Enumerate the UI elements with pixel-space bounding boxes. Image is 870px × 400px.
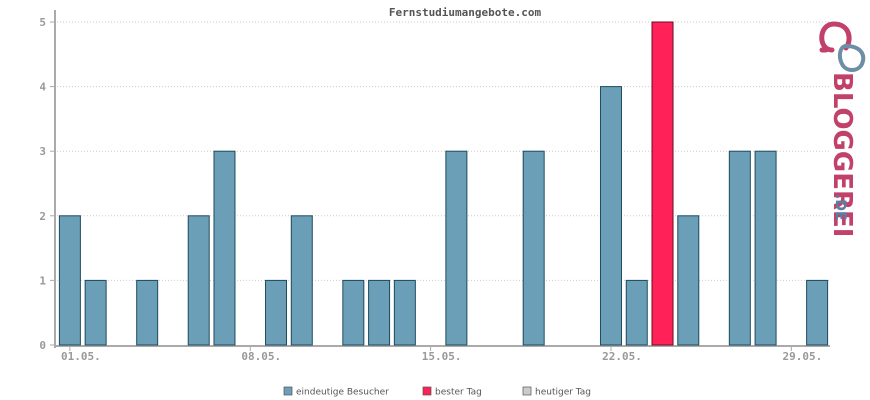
bar [677,215,700,346]
y-tick-label: 2 [39,210,46,223]
bar-best-day [651,21,674,346]
y-tick-label: 3 [39,145,46,158]
bar [393,279,416,346]
y-tick-labels: 0 1 2 3 4 5 [39,16,55,352]
axes [54,10,830,348]
legend-swatch-visitors [283,386,293,396]
x-tick-label: 22.05. [602,350,642,363]
bar [599,86,622,346]
bar [368,279,391,346]
legend-swatch-today [522,386,532,396]
legend: eindeutige Besucher bester Tag heutiger … [283,386,591,398]
legend-label-today: heutiger Tag [535,388,591,398]
bar [84,279,107,346]
y-tick-label: 0 [39,339,46,352]
bar [806,279,829,346]
brand-name: BLOGGEREI [827,72,857,237]
bar [445,150,468,346]
bar [728,150,751,346]
bars [58,21,829,346]
y-tick-label: 1 [39,274,46,287]
legend-label-best-day: bester Tag [435,388,482,398]
bar [187,215,210,346]
bloggerei-logo[interactable]: BLOGGEREI .DE [819,21,866,237]
legend-label-visitors: eindeutige Besucher [296,388,389,398]
x-tick-labels: 01.05. 08.05. 15.05. 22.05. 29.05. [61,347,822,363]
bloggerei-wordmark: BLOGGEREI .DE [827,72,857,237]
y-tick-label: 4 [39,81,46,94]
bar [522,150,545,346]
legend-swatch-best-day [422,386,432,396]
gridlines [57,21,830,281]
brand-tld: .DE [832,194,848,221]
bar [342,279,365,346]
x-tick-label: 29.05. [782,350,822,363]
bar [265,279,288,346]
bar [213,150,236,346]
x-tick-label: 01.05. [61,350,101,363]
bar [625,279,648,346]
x-tick-label: 15.05. [422,350,462,363]
x-tick-label: 08.05. [241,350,281,363]
bar [58,215,81,346]
bar [290,215,313,346]
bar [136,279,159,346]
chart-title: Fernstudiumangebote.com [389,6,542,19]
bar [754,150,777,346]
y-tick-label: 5 [39,16,46,29]
bloggerei-logo-icon [819,21,866,72]
